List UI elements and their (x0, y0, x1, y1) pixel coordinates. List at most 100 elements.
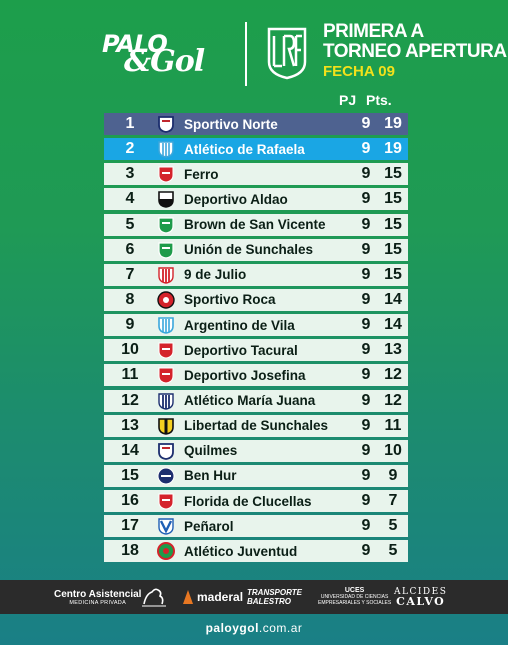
standings-row: 16 Florida de Clucellas 9 7 (104, 490, 408, 513)
team-crest-icon (156, 416, 176, 436)
team-crest-icon (156, 290, 176, 310)
standings-row: 2 Atlético de Rafaela 9 19 (104, 138, 408, 161)
standings-row: 14 Quilmes 9 10 (104, 439, 408, 462)
position-cell: 9 (125, 316, 135, 334)
palo-y-gol-logo: PALO &Gol (102, 30, 220, 79)
team-crest-icon (156, 491, 176, 511)
position-cell: 12 (121, 391, 139, 409)
tournament-name: TORNEO APERTURA (323, 41, 507, 62)
position-cell: 13 (121, 416, 139, 434)
team-name: Brown de San Vicente (184, 217, 326, 233)
played-cell: 9 (361, 492, 371, 510)
team-crest-icon (156, 365, 176, 385)
played-cell: 9 (361, 190, 371, 208)
team-name: Florida de Clucellas (184, 493, 312, 509)
position-cell: 7 (125, 265, 135, 283)
team-crest-icon (156, 441, 176, 461)
position-cell: 5 (125, 215, 135, 233)
position-cell: 2 (125, 140, 135, 158)
standings-row: 13 Libertad de Sunchales 9 11 (104, 414, 408, 437)
points-cell: 15 (384, 165, 402, 183)
league-title: PRIMERA A (323, 21, 424, 42)
points-cell: 5 (388, 517, 398, 535)
standings-row: 6 Unión de Sunchales 9 15 (104, 238, 408, 261)
played-cell: 9 (361, 165, 371, 183)
sponsor-transporte-line1: TRANSPORTE (247, 588, 302, 597)
position-cell: 1 (125, 115, 135, 132)
points-cell: 14 (384, 290, 402, 308)
team-name: Quilmes (184, 443, 238, 459)
maderal-icon (183, 590, 193, 604)
position-cell: 14 (121, 441, 139, 459)
sponsor-alcides-line1: ALCIDES (394, 587, 448, 597)
played-cell: 9 (361, 265, 371, 283)
sponsor-centro-sub: MEDICINA PRIVADA (69, 599, 127, 606)
points-cell: 19 (384, 140, 402, 158)
played-cell: 9 (361, 441, 371, 459)
sponsor-uces-line2: UNIVERSIDAD DE CIENCIAS (320, 594, 389, 600)
position-cell: 6 (125, 240, 135, 258)
team-name: Peñarol (184, 518, 234, 534)
sponsor-transporte-balestro: TRANSPORTE BALESTRO (247, 580, 302, 614)
sponsor-maderal-name: maderal (197, 590, 244, 604)
played-cell: 9 (361, 140, 371, 158)
team-name: Ben Hur (184, 468, 237, 484)
played-cell: 9 (361, 215, 371, 233)
team-name: Deportivo Josefina (184, 367, 306, 383)
points-cell: 15 (384, 215, 402, 233)
website-url[interactable]: paloygol.com.ar (0, 621, 508, 635)
team-crest-icon (156, 466, 176, 486)
sponsor-uces-line3: EMPRESARIALES Y SOCIALES (318, 600, 392, 606)
team-name: Sportivo Roca (184, 292, 276, 308)
points-cell: 15 (384, 265, 402, 283)
team-crest-icon (156, 541, 176, 561)
brand-line1: PALO (102, 30, 168, 58)
standings-row: 3 Ferro 9 15 (104, 163, 408, 186)
points-cell: 12 (384, 391, 402, 409)
team-crest-icon (156, 240, 176, 260)
sponsor-uces-line1: UCES (344, 587, 365, 594)
team-crest-icon (156, 215, 176, 235)
points-cell: 11 (384, 416, 402, 434)
standings-row: 10 Deportivo Tacural 9 13 (104, 339, 408, 362)
standings-row: 17 Peñarol 9 5 (104, 515, 408, 538)
standings-row: 5 Brown de San Vicente 9 15 (104, 213, 408, 236)
team-name: Ferro (184, 166, 219, 182)
played-cell: 9 (361, 290, 371, 308)
points-cell: 15 (384, 190, 402, 208)
points-cell: 19 (384, 115, 402, 132)
played-cell: 9 (361, 316, 371, 334)
sponsors-bar: Centro Asistencial MEDICINA PRIVADA made… (0, 580, 508, 614)
position-cell: 17 (121, 517, 139, 535)
standings-row: 15 Ben Hur 9 9 (104, 464, 408, 487)
team-name: Libertad de Sunchales (184, 418, 329, 434)
played-cell: 9 (361, 542, 371, 560)
played-cell: 9 (361, 391, 371, 409)
lrf-logo-icon (267, 27, 307, 80)
standings-row: 7 9 de Julio 9 15 (104, 263, 408, 286)
points-cell: 12 (384, 366, 402, 384)
team-name: Deportivo Aldao (184, 191, 288, 207)
standings-row: 18 Atlético Juventud 9 5 (104, 540, 408, 563)
sponsor-alcides-line2: CALVO (396, 595, 446, 608)
played-cell: 9 (361, 517, 371, 535)
position-cell: 3 (125, 165, 135, 183)
team-crest-icon (156, 114, 176, 134)
played-cell: 9 (361, 466, 371, 484)
team-name: Atlético Juventud (184, 543, 298, 559)
position-cell: 11 (121, 366, 139, 384)
sponsor-transporte-line2: BALESTRO (247, 597, 291, 606)
played-cell: 9 (361, 416, 371, 434)
points-cell: 5 (388, 542, 398, 560)
points-cell: 10 (384, 441, 402, 459)
points-cell: 9 (388, 466, 398, 484)
sponsor-alcides-calvo: ALCIDES CALVO (394, 580, 447, 614)
played-cell: 9 (361, 115, 371, 132)
sponsor-centro-asistencial: Centro Asistencial MEDICINA PRIVADA (54, 580, 141, 614)
team-name: Atlético de Rafaela (184, 141, 305, 157)
team-name: Deportivo Tacural (184, 342, 298, 358)
team-name: Argentino de Vila (184, 317, 295, 333)
points-cell: 7 (388, 492, 398, 510)
standings-row: 11 Deportivo Josefina 9 12 (104, 364, 408, 387)
